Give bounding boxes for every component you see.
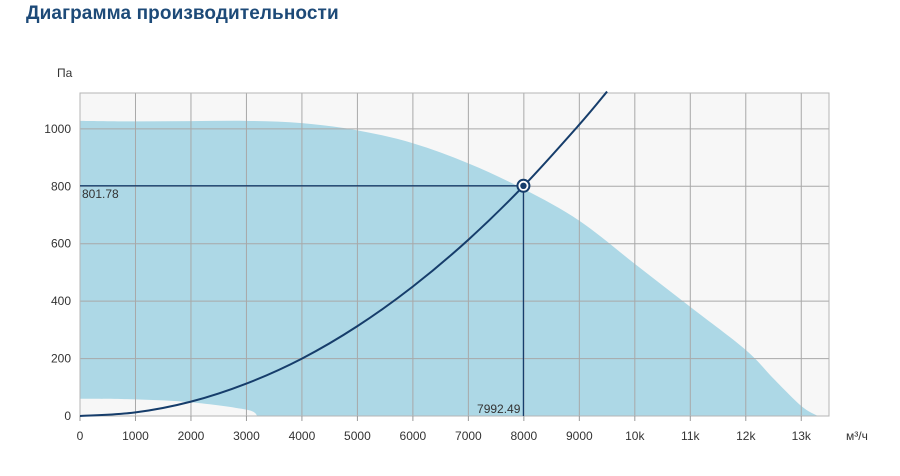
operating-point-marker-center bbox=[520, 182, 527, 190]
x-tick-label: 9000 bbox=[566, 429, 593, 443]
x-tick-label: 13k bbox=[792, 429, 812, 443]
y-tick-label: 1000 bbox=[44, 122, 71, 136]
operating-point-flow-label: 7992.49 bbox=[477, 402, 521, 416]
x-tick-label: 6000 bbox=[400, 429, 427, 443]
x-tick-label: 11k bbox=[681, 429, 700, 443]
y-tick-label: 0 bbox=[64, 409, 71, 423]
y-tick-label: 400 bbox=[51, 294, 71, 308]
x-axis-label: м³/ч bbox=[846, 429, 868, 443]
operating-point-pressure-label: 801.78 bbox=[82, 187, 119, 201]
x-tick-label: 0 bbox=[77, 429, 84, 443]
x-tick-label: 7000 bbox=[455, 429, 482, 443]
x-axis-ticks: 0 1000 2000 3000 4000 5000 6000 7000 8000 9000 10k… bbox=[77, 416, 812, 443]
x-tick-label: 12k bbox=[736, 429, 756, 443]
y-axis-label: Па bbox=[57, 66, 73, 80]
x-tick-label: 4000 bbox=[289, 429, 316, 443]
page-title: Диаграмма производительности bbox=[26, 3, 339, 24]
x-tick-label: 10k bbox=[625, 429, 645, 443]
x-tick-label: 8000 bbox=[511, 429, 538, 443]
operating-area bbox=[80, 120, 818, 417]
y-tick-label: 600 bbox=[51, 237, 71, 251]
y-tick-label: 200 bbox=[51, 352, 71, 366]
system-curve bbox=[79, 90, 608, 417]
x-tick-label: 2000 bbox=[178, 429, 205, 443]
y-tick-label: 800 bbox=[51, 179, 71, 193]
y-axis-ticks: 0 200 400 600 800 1000 bbox=[44, 122, 71, 423]
x-tick-label: 3000 bbox=[233, 429, 260, 443]
x-tick-label: 1000 bbox=[122, 429, 149, 443]
plot-frame bbox=[79, 92, 830, 417]
x-tick-label: 5000 bbox=[344, 429, 371, 443]
